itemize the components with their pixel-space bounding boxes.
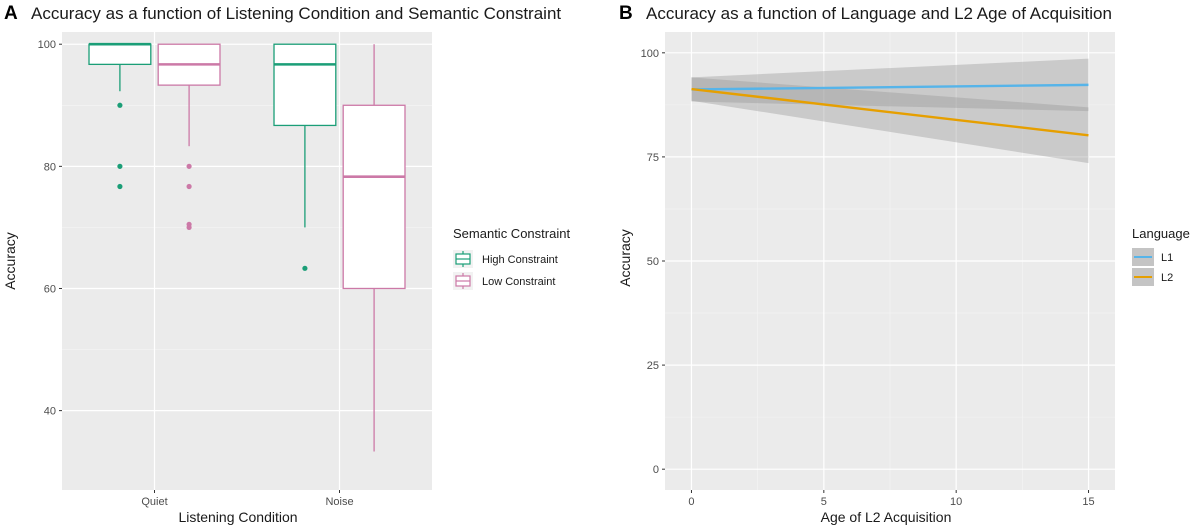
box-outlier-low-constraint-quiet <box>186 224 192 231</box>
panel-b-label: B <box>619 3 633 24</box>
panel-a-x-ticks: Quiet Noise <box>141 490 354 508</box>
panel-a-y-tick-label: 60 <box>44 283 56 295</box>
confidence-band-l2 <box>691 77 1089 164</box>
panel-a-y-tick-label: 40 <box>44 406 56 418</box>
panel-a-title: Accuracy as a function of Listening Cond… <box>31 4 561 23</box>
panel-b-y-tick-label: 100 <box>641 48 659 60</box>
panel-a-x-tick-label: Noise <box>325 496 353 508</box>
legend-label-high-constraint: High Constraint <box>482 254 558 266</box>
box-high-constraint-quiet <box>88 43 152 66</box>
panel-b-y-axis-title: Accuracy <box>617 229 633 287</box>
series-line-l2 <box>691 87 1089 137</box>
panel-b-x-tick-label: 0 <box>688 496 694 508</box>
panel-a-legend: Semantic Constraint High Constraint Low C… <box>453 226 570 290</box>
panel-a-legend-title: Semantic Constraint <box>453 226 570 241</box>
panel-a-y-tick-label: 80 <box>44 161 56 173</box>
panel-b-y-tick-label: 75 <box>647 152 659 164</box>
panel-a-x-axis-title: Listening Condition <box>178 509 297 525</box>
panel-a-y-tick-label: 100 <box>38 39 56 51</box>
box-outlier-low-constraint-quiet <box>186 183 192 190</box>
legend-label-l1: L1 <box>1161 252 1173 264</box>
panel-a-y-axis-title: Accuracy <box>2 232 18 290</box>
box-outlier-high-constraint-noise <box>302 265 308 271</box>
panel-b-y-tick-label: 50 <box>647 256 659 268</box>
panel-b-lines <box>691 58 1089 164</box>
series-line-l1 <box>691 83 1089 91</box>
panel-b-y-ticks: 0 25 50 75 100 <box>641 48 665 476</box>
legend-label-l2: L2 <box>1161 272 1173 284</box>
box-outlier-low-constraint-quiet <box>186 163 192 169</box>
box-outlier-high-constraint-quiet <box>117 102 123 108</box>
panel-a-boxes <box>88 42 406 452</box>
panel-b-y-tick-label: 0 <box>653 464 659 476</box>
box-outlier-high-constraint-quiet <box>117 183 123 190</box>
legend-key-low-constraint <box>453 272 473 290</box>
legend-label-low-constraint: Low Constraint <box>482 276 555 288</box>
box-low-constraint-noise <box>342 104 406 290</box>
panel-b-x-tick-label: 15 <box>1082 496 1094 508</box>
panel-b-legend-title: Language <box>1132 226 1190 241</box>
panel-b-x-tick-label: 5 <box>821 496 827 508</box>
panel-b-grid <box>665 32 1115 490</box>
panel-b: B Accuracy as a function of Language and… <box>617 3 1190 525</box>
box-outlier-high-constraint-quiet <box>117 163 123 169</box>
panel-a-x-tick-label: Quiet <box>141 496 167 508</box>
box-high-constraint-noise <box>273 43 337 127</box>
panel-a: A Accuracy as a function of Listening Co… <box>2 3 570 525</box>
panel-b-y-tick-label: 25 <box>647 360 659 372</box>
panel-a-grid <box>62 32 432 490</box>
panel-b-legend: Language L1 L2 <box>1132 226 1190 286</box>
legend-key-high-constraint <box>453 250 473 268</box>
panel-b-x-tick-label: 10 <box>950 496 962 508</box>
panel-b-x-ticks: 0 5 10 15 <box>688 490 1095 508</box>
panel-a-label: A <box>4 3 18 24</box>
panel-b-x-axis-title: Age of L2 Acquisition <box>821 509 952 525</box>
panel-a-y-ticks: 40 60 80 100 <box>38 39 62 418</box>
panel-b-title: Accuracy as a function of Language and L… <box>646 4 1112 23</box>
confidence-band-l1 <box>691 58 1089 112</box>
